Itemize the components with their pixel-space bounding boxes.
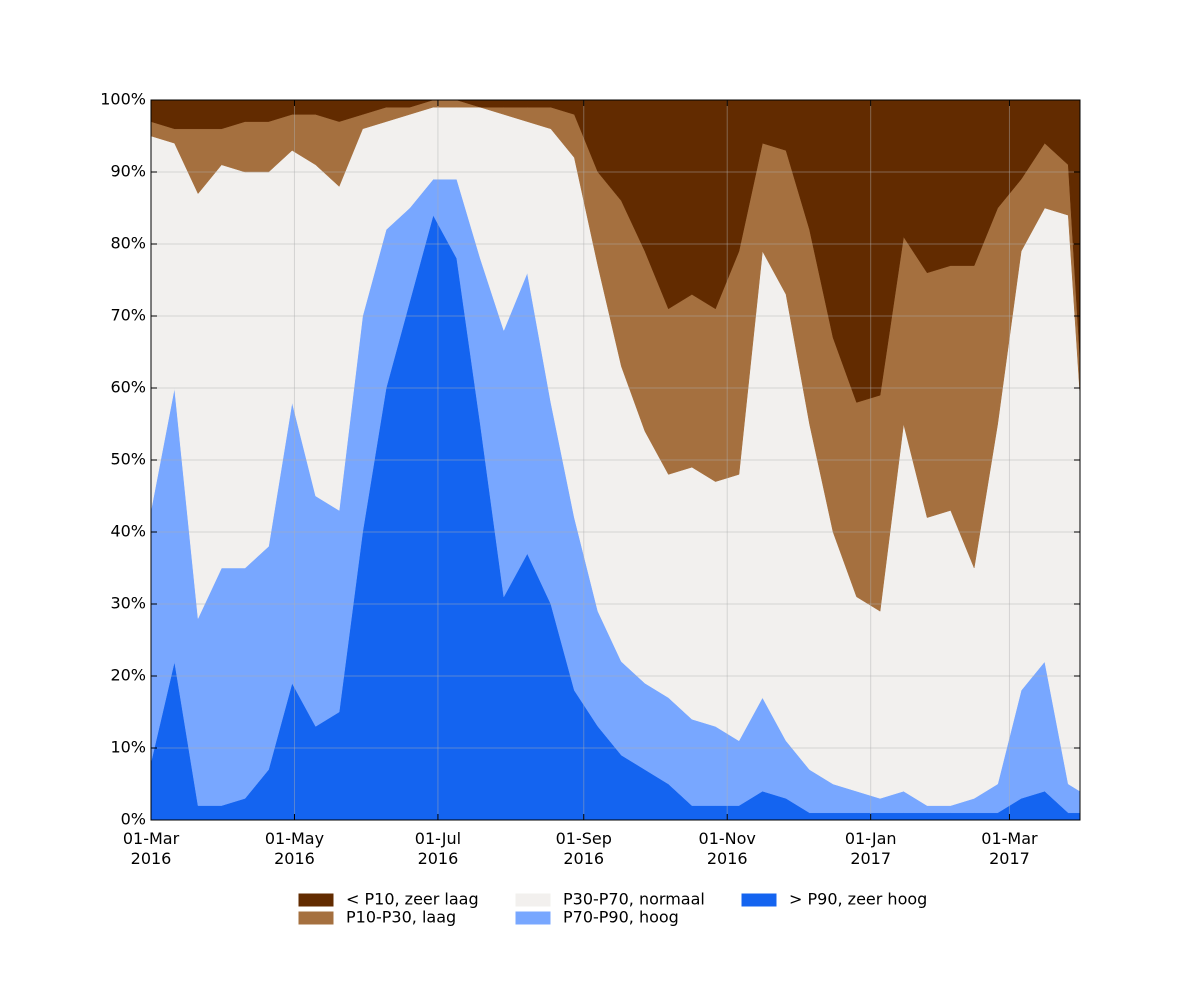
y-tick-label: 40% xyxy=(110,522,146,541)
y-tick-label: 60% xyxy=(110,378,146,397)
legend-label: < P10, zeer laag xyxy=(346,890,479,909)
y-tick-label: 90% xyxy=(110,162,146,181)
x-tick-label: 01-Mar 2017 xyxy=(981,829,1038,868)
plot-frame xyxy=(150,99,1081,821)
y-tick-label: 80% xyxy=(110,234,146,253)
x-tick-label: 01-Sep 2016 xyxy=(556,829,612,868)
y-tick-label: 30% xyxy=(110,594,146,613)
legend-label: P30-P70, normaal xyxy=(563,890,705,909)
legend-label: > P90, zeer hoog xyxy=(789,890,927,909)
x-tick-label: 01-Jan 2017 xyxy=(845,829,897,868)
y-tick-label: 0% xyxy=(121,810,146,829)
legend-label: P70-P90, hoog xyxy=(563,908,679,927)
y-tick-label: 10% xyxy=(110,738,146,757)
legend-swatch xyxy=(741,893,777,907)
y-tick-label: 50% xyxy=(110,450,146,469)
y-tick-label: 100% xyxy=(100,90,146,109)
legend-swatch xyxy=(515,893,551,907)
legend-label: P10-P30, laag xyxy=(346,908,456,927)
legend-swatch xyxy=(298,893,334,907)
x-tick-label: 01-Nov 2016 xyxy=(699,829,756,868)
axes: 0% 10% 20% 30% 40% 50% 60% 70% 80% 90% 100% 01-Mar 2… xyxy=(100,90,1081,927)
y-tick-label: 20% xyxy=(110,666,146,685)
legend-swatch xyxy=(515,911,551,925)
x-tick-label: 01-May 2016 xyxy=(265,829,324,868)
legend-swatch xyxy=(298,911,334,925)
x-tick-label: 01-Jul 2016 xyxy=(415,829,461,868)
x-tick-label: 01-Mar 2016 xyxy=(123,829,180,868)
y-tick-label: 70% xyxy=(110,306,146,325)
